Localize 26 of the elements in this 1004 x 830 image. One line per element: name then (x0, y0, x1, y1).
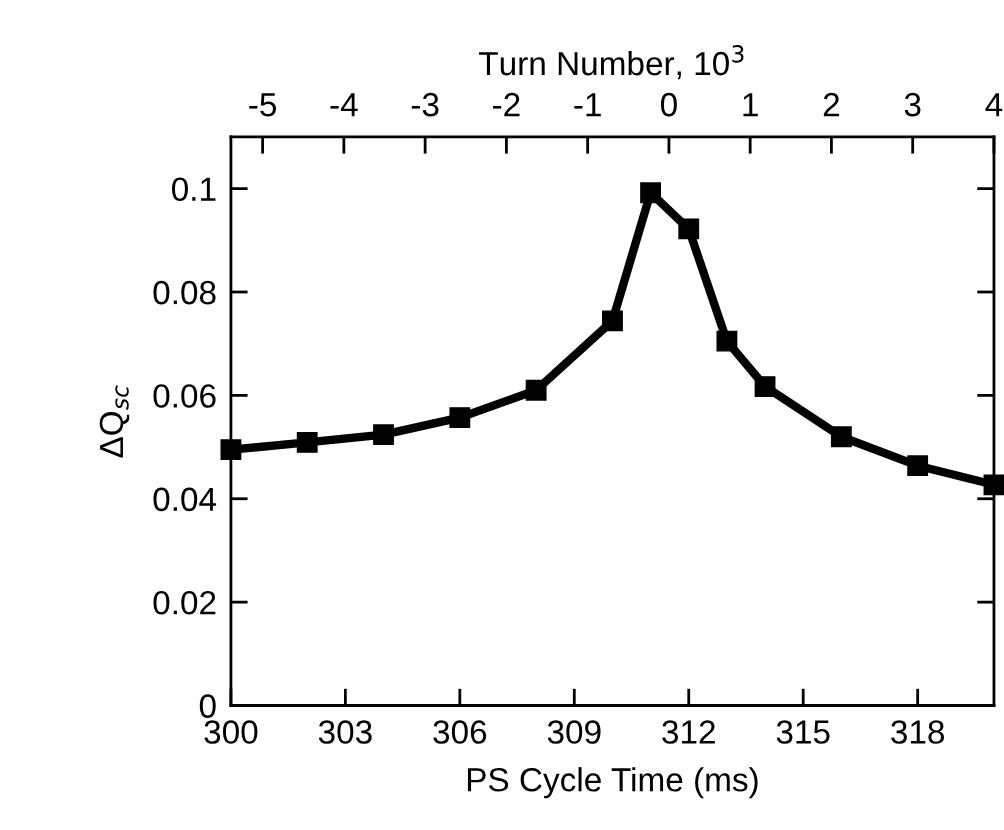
x2-axis-title: Turn Number, 10$^{3}$ (479, 44, 744, 80)
x2-tick-label: 2 (823, 92, 840, 117)
x-tick-label: 303 (318, 720, 372, 744)
y-tick-label: 0.06 (153, 384, 216, 408)
x2-tick-label: 0 (660, 92, 677, 117)
y-tick-label: 0.02 (153, 590, 216, 615)
y-tick-label: 0.08 (153, 280, 216, 305)
x2-tick-label: -2 (493, 92, 520, 117)
x-tick-label: 309 (547, 720, 601, 744)
y-tick-label: 0.1 (172, 177, 216, 202)
x2-tick-label: -4 (330, 93, 358, 117)
x-tick-label: 315 (776, 720, 830, 744)
y-tick-label: 0.04 (153, 487, 217, 512)
x-tick-label: 312 (662, 720, 715, 744)
x2-tick-label: -3 (411, 92, 439, 117)
x2-tick-label: 1 (743, 93, 758, 117)
x2-tick-label: -5 (249, 93, 277, 117)
x2-tick-label: -1 (574, 93, 601, 117)
x2-tick-label: 3 (904, 92, 921, 117)
x-tick-label: 318 (891, 720, 945, 744)
x-axis-title: PS Cycle Time (ms) (467, 767, 758, 799)
y-tick-label: 0 (199, 694, 216, 718)
x2-tick-label: 4 (985, 93, 1003, 117)
x-tick-label: 300 (204, 720, 258, 744)
x-tick-label: 306 (433, 720, 487, 744)
y-axis-title: ΔQ$_{sc}$ (99, 385, 130, 458)
